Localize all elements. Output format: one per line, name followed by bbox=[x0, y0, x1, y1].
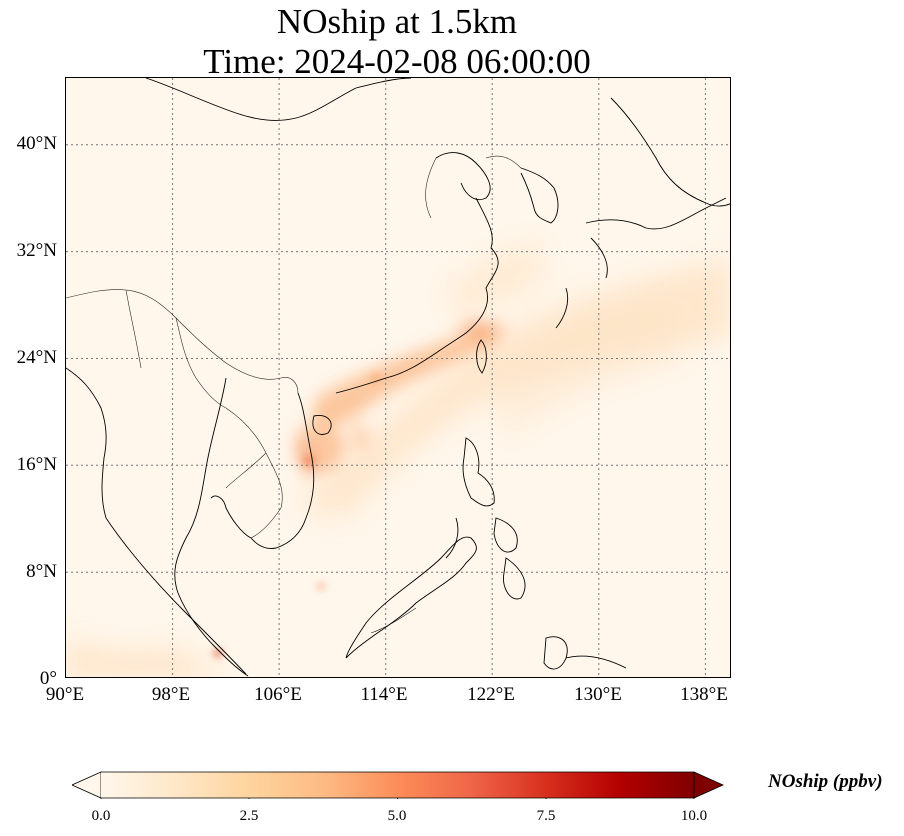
map-panel bbox=[65, 77, 731, 678]
lon-label-122E: 122°E bbox=[467, 684, 515, 705]
concentration-field bbox=[66, 238, 730, 677]
colorbar-tick-7-5: 7.5 bbox=[536, 808, 556, 824]
lat-label-8N: 8°N bbox=[26, 561, 57, 582]
lat-label-0: 0° bbox=[39, 668, 57, 689]
plot-title-line1: NOship at 1.5km bbox=[276, 2, 518, 41]
lon-label-114E: 114°E bbox=[360, 684, 408, 705]
colorbar bbox=[72, 771, 724, 799]
lat-label-24N: 24°N bbox=[16, 347, 57, 368]
colorbar-gradient bbox=[101, 772, 694, 798]
lon-label-106E: 106°E bbox=[254, 684, 302, 705]
lat-label-32N: 32°N bbox=[16, 240, 57, 261]
lat-label-40N: 40°N bbox=[16, 133, 57, 154]
colorbar-tick-0: 0.0 bbox=[91, 808, 111, 824]
coastlines bbox=[66, 78, 730, 677]
lon-label-130E: 130°E bbox=[574, 684, 622, 705]
lon-label-90E: 90°E bbox=[45, 684, 85, 705]
colorbar-extend-min bbox=[72, 771, 102, 799]
country-borders bbox=[66, 155, 522, 634]
colorbar-tick-2-5: 2.5 bbox=[239, 808, 259, 824]
colorbar-tick-10: 10.0 bbox=[680, 808, 708, 824]
lon-label-98E: 98°E bbox=[151, 684, 191, 705]
plot-title-line2: Time: 2024-02-08 06:00:00 bbox=[203, 42, 591, 81]
colorbar-tick-5: 5.0 bbox=[387, 808, 407, 824]
map-canvas bbox=[66, 78, 730, 677]
colorbar-extend-max bbox=[693, 771, 724, 799]
map-gridlines bbox=[66, 78, 730, 677]
colorbar-label: NOship (ppbv) bbox=[768, 771, 883, 792]
lon-label-138E: 138°E bbox=[680, 684, 728, 705]
lat-label-16N: 16°N bbox=[16, 454, 57, 475]
